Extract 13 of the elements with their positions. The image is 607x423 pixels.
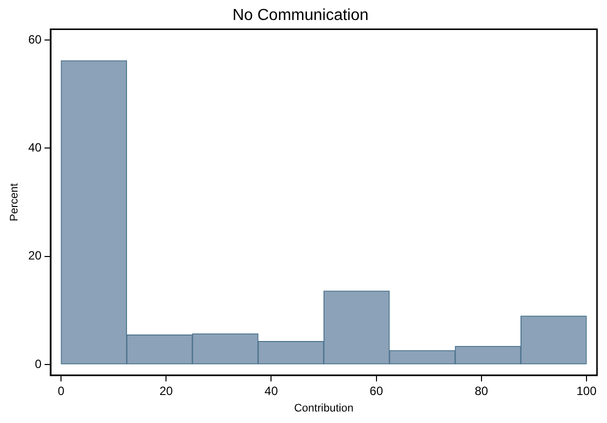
y-tick-label: 60 bbox=[28, 32, 42, 46]
x-tick-label: 40 bbox=[264, 384, 278, 398]
x-tick-label: 0 bbox=[58, 384, 65, 398]
y-axis-title: Percent bbox=[8, 183, 21, 222]
chart-title: No Communication bbox=[232, 7, 369, 24]
y-tick-label: 40 bbox=[28, 140, 42, 155]
x-tick-label: 100 bbox=[576, 384, 597, 398]
x-axis-title: Contribution bbox=[294, 402, 354, 414]
x-tick-label: 20 bbox=[159, 384, 174, 398]
y-tick-label: 20 bbox=[28, 248, 42, 263]
x-tick-label: 80 bbox=[474, 384, 488, 398]
x-tick-label: 60 bbox=[370, 384, 384, 398]
y-tick-label: 0 bbox=[34, 356, 42, 371]
